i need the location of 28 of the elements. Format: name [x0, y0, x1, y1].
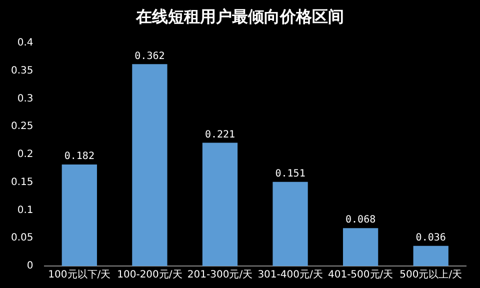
- data-label: 0.362: [134, 50, 165, 62]
- chart-title: 在线短租用户最倾向价格区间: [134, 6, 345, 28]
- x-tick-label: 100-200元/天: [117, 270, 182, 281]
- y-tick-label: 0.15: [11, 176, 34, 188]
- y-tick-label: 0: [26, 260, 34, 272]
- y-tick-label: 0.1: [17, 204, 34, 216]
- data-label: 0.036: [416, 232, 446, 244]
- bar: [62, 164, 97, 266]
- y-tick-label: 0.25: [11, 121, 34, 132]
- x-tick-label: 401-500元/天: [328, 270, 394, 281]
- x-tick-label: 201-300元/天: [187, 270, 253, 281]
- bar: [202, 142, 238, 266]
- x-tick-label: 301-400元/天: [258, 270, 323, 281]
- y-tick-label: 0.2: [17, 149, 34, 160]
- x-tick-label: 500元以上/天: [400, 268, 462, 281]
- y-tick-label: 0.3: [17, 93, 34, 104]
- bar: [342, 228, 378, 266]
- y-tick-label: 0.4: [17, 38, 34, 49]
- data-label: 0.068: [346, 214, 376, 226]
- y-tick-label: 0.35: [11, 65, 34, 76]
- y-tick-label: 0.05: [11, 232, 34, 244]
- bar: [413, 246, 448, 266]
- x-tick-label: 100元以下/天: [48, 268, 111, 281]
- data-label: 0.151: [275, 168, 306, 180]
- bar: [272, 182, 308, 266]
- data-label: 0.182: [64, 151, 94, 162]
- bar: [132, 64, 168, 266]
- data-label: 0.221: [204, 129, 236, 140]
